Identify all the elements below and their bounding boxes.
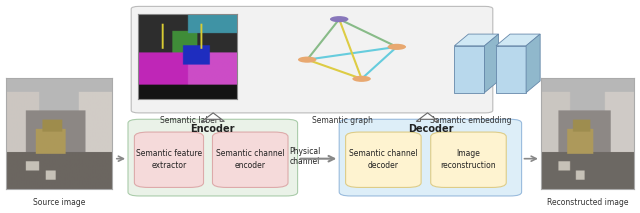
Text: Semantic channel
encoder: Semantic channel encoder: [216, 149, 285, 170]
FancyBboxPatch shape: [128, 119, 298, 196]
FancyBboxPatch shape: [431, 132, 506, 187]
FancyBboxPatch shape: [339, 119, 522, 196]
Polygon shape: [416, 113, 439, 121]
FancyBboxPatch shape: [212, 132, 288, 187]
Circle shape: [353, 76, 371, 82]
Text: Semantic embedding: Semantic embedding: [429, 116, 511, 125]
Text: Semantic feature
extractor: Semantic feature extractor: [136, 149, 202, 170]
Text: Image
reconstruction: Image reconstruction: [441, 149, 496, 170]
Text: Semantic label: Semantic label: [160, 116, 218, 125]
Circle shape: [298, 57, 316, 63]
Polygon shape: [526, 34, 540, 93]
FancyBboxPatch shape: [134, 132, 204, 187]
Text: Source image: Source image: [33, 198, 86, 207]
Text: Decoder: Decoder: [408, 124, 453, 134]
Polygon shape: [496, 46, 526, 93]
Polygon shape: [496, 34, 540, 46]
FancyBboxPatch shape: [346, 132, 421, 187]
Polygon shape: [484, 34, 499, 93]
FancyBboxPatch shape: [131, 6, 493, 113]
Text: Semantic graph: Semantic graph: [312, 116, 373, 125]
Text: Reconstructed image: Reconstructed image: [547, 198, 628, 207]
Polygon shape: [454, 34, 499, 46]
Polygon shape: [202, 113, 225, 121]
Circle shape: [388, 44, 406, 50]
Polygon shape: [454, 46, 484, 93]
Text: Encoder: Encoder: [191, 124, 235, 134]
Circle shape: [330, 16, 348, 22]
Text: Physical
channel: Physical channel: [289, 147, 321, 166]
Text: Semantic channel
decoder: Semantic channel decoder: [349, 149, 418, 170]
